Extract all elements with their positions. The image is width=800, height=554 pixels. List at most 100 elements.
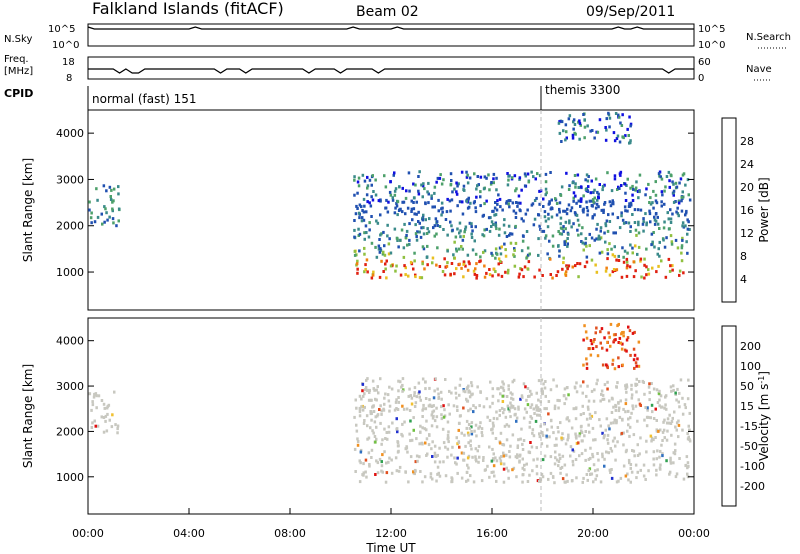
power-scatter-point — [405, 229, 409, 233]
velocity-scatter-point — [413, 394, 416, 398]
power-scatter-point — [432, 226, 435, 230]
velocity-scatter-point — [470, 432, 474, 436]
velocity-scatter-point — [521, 466, 524, 470]
power-scatter-point — [364, 263, 367, 267]
velocity-scatter-point — [446, 455, 449, 459]
velocity-scatter-point — [614, 408, 618, 412]
power-scatter-point — [386, 210, 390, 214]
velocity-scatter-point — [358, 408, 362, 411]
power-scatter-point — [414, 223, 417, 227]
power-scatter-point — [353, 193, 356, 197]
velocity-scatter-point — [618, 415, 622, 419]
power-scatter-point — [89, 216, 93, 220]
power-scatter-point — [596, 222, 599, 226]
power-scatter-point — [608, 242, 611, 246]
power-scatter-point — [547, 217, 550, 221]
power-scatter-point — [629, 141, 632, 145]
velocity-scatter-point — [401, 404, 404, 408]
power-scatter-point — [393, 227, 397, 231]
velocity-scatter-point — [358, 414, 362, 418]
velocity-scatter-point — [491, 447, 494, 451]
power-scatter-point — [555, 274, 558, 277]
power-scatter-point — [523, 172, 527, 176]
power-scatter-point — [556, 270, 560, 274]
velocity-scatter-point — [632, 358, 636, 362]
velocity-scatter-point — [662, 428, 666, 432]
velocity-scatter-point — [432, 414, 435, 418]
velocity-scatter-point — [364, 470, 367, 474]
velocity-scatter-point — [443, 408, 446, 412]
velocity-scatter-point — [589, 446, 592, 450]
velocity-scatter-point — [593, 338, 596, 341]
velocity-scatter-point — [465, 399, 469, 403]
velocity-scatter-point — [658, 404, 661, 408]
power-scatter-point — [391, 198, 395, 202]
velocity-scatter-point — [557, 430, 560, 434]
power-scatter-point — [523, 265, 527, 269]
velocity-scatter-point — [454, 391, 458, 395]
power-scatter-point — [616, 134, 620, 138]
velocity-scatter-point — [435, 479, 438, 483]
power-scatter-point — [644, 193, 647, 197]
velocity-scatter-point — [677, 419, 680, 423]
velocity-scatter-point — [431, 410, 434, 414]
power-scatter-point — [433, 224, 437, 228]
velocity-scatter-point — [633, 330, 636, 334]
power-scatter-point — [632, 187, 635, 191]
velocity-scatter-point — [431, 455, 434, 458]
velocity-scatter-point — [480, 479, 484, 483]
velocity-scatter-point — [417, 381, 421, 385]
power-scatter-point — [628, 115, 631, 119]
velocity-scatter-point — [649, 416, 652, 420]
power-scatter-point — [528, 252, 531, 256]
power-scatter-point — [511, 176, 514, 180]
velocity-scatter-point — [637, 398, 640, 402]
velocity-scatter-point — [413, 386, 417, 390]
power-scatter-point — [355, 204, 358, 208]
power-scatter-point — [687, 220, 690, 224]
velocity-scatter-point — [465, 419, 469, 423]
power-scatter-point — [579, 185, 583, 189]
velocity-scatter-point — [499, 459, 503, 463]
velocity-scatter-point — [425, 437, 429, 441]
velocity-scatter-point — [430, 447, 433, 451]
velocity-scatter-point — [612, 405, 615, 409]
velocity-scatter-point — [459, 414, 462, 418]
power-scatter-point — [458, 221, 462, 225]
velocity-scatter-point — [470, 425, 473, 429]
velocity-scatter-point — [517, 438, 520, 442]
freq-panel-frame — [87, 56, 695, 80]
velocity-scatter-point — [399, 380, 402, 384]
power-scatter-point — [603, 183, 606, 187]
velocity-scatter-point — [605, 348, 609, 352]
power-scatter-point — [425, 255, 429, 259]
velocity-scatter-point — [425, 419, 428, 423]
velocity-scatter-point — [672, 461, 675, 465]
velocity-scatter-point — [625, 385, 629, 389]
velocity-scatter-point — [681, 396, 684, 400]
velocity-scatter-point — [589, 456, 592, 460]
velocity-scatter-point — [440, 413, 443, 417]
power-scatter-point — [576, 262, 579, 265]
power-scatter-point — [608, 125, 611, 129]
velocity-scatter-point — [529, 405, 532, 409]
power-scatter-point — [474, 267, 477, 271]
velocity-scatter-point — [581, 480, 584, 484]
power-scatter-point — [675, 185, 679, 189]
power-scatter-point — [371, 273, 375, 277]
velocity-scatter-point — [371, 429, 374, 433]
power-scatter-point — [473, 239, 476, 243]
velocity-scatter-point — [589, 472, 593, 476]
velocity-scatter-point — [539, 477, 542, 481]
velocity-scatter-point — [478, 404, 481, 408]
velocity-scatter-point — [431, 416, 435, 420]
velocity-scatter-point — [638, 380, 641, 383]
nave-tick-high: 60 — [698, 57, 711, 68]
velocity-scatter-point — [456, 471, 459, 475]
velocity-scatter-point — [567, 419, 571, 423]
velocity-scatter-point — [548, 435, 551, 439]
velocity-scatter-point — [663, 418, 666, 422]
power-colorbar-tick: 24 — [740, 158, 754, 171]
freq-label-2: [MHz] — [4, 66, 33, 77]
power-scatter-point — [526, 253, 530, 257]
